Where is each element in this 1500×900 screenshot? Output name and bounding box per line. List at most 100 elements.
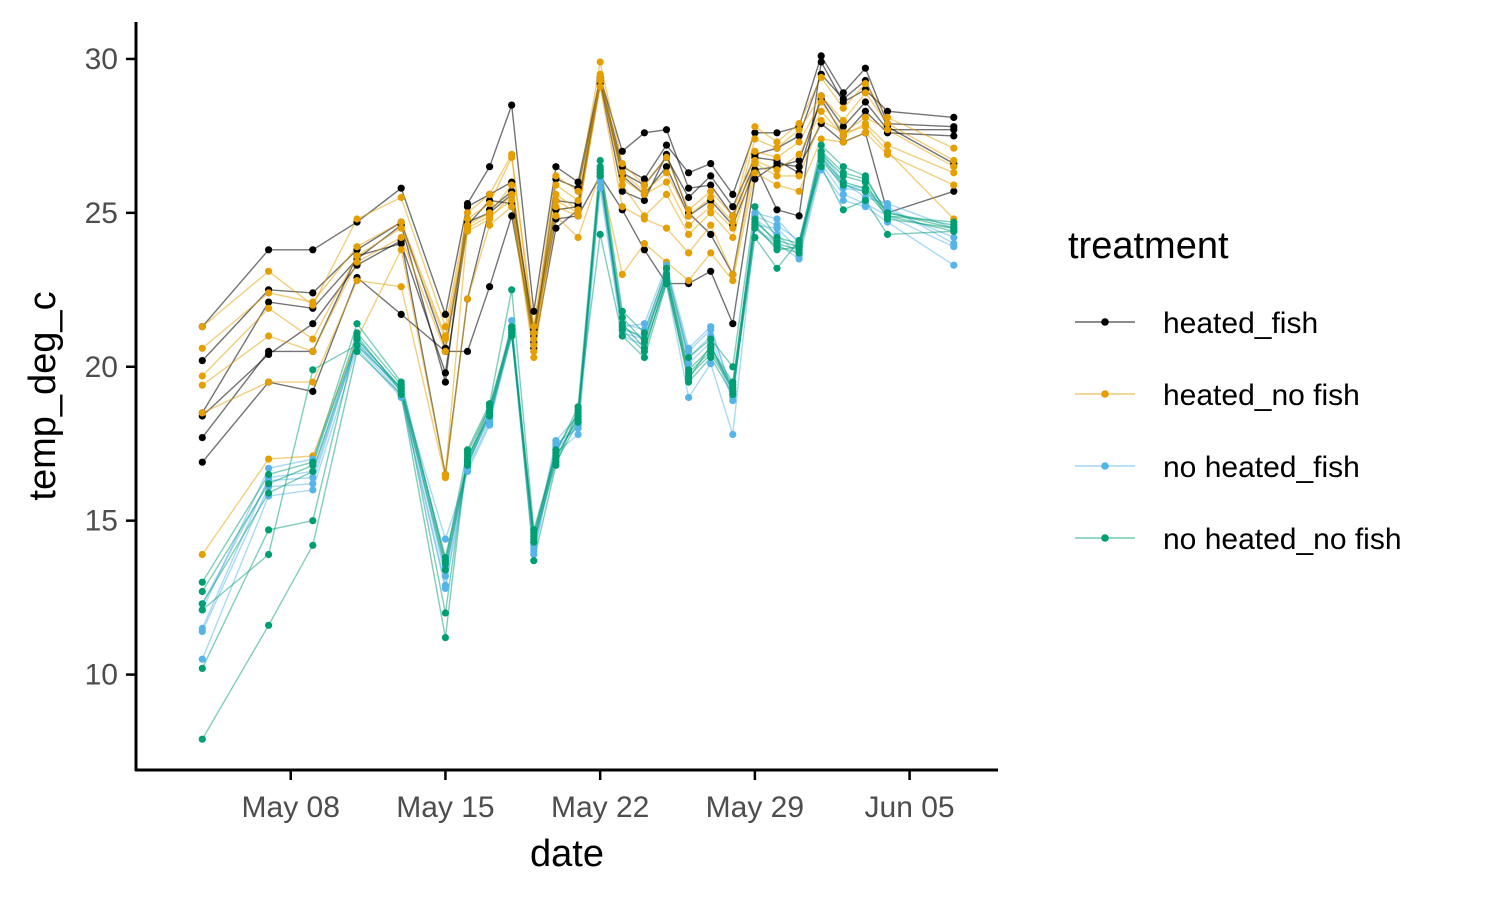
data-point (861, 80, 870, 88)
data-point (817, 73, 825, 81)
data-point (817, 116, 825, 125)
data-point (198, 458, 206, 466)
data-point (530, 557, 538, 565)
data-point (265, 464, 273, 472)
data-point (662, 153, 671, 161)
data-point (309, 467, 317, 475)
data-point (861, 107, 870, 115)
data-point (707, 160, 715, 168)
data-point (618, 160, 626, 168)
data-point (751, 175, 759, 183)
data-point (508, 212, 516, 220)
data-point (685, 369, 693, 377)
data-point (198, 323, 206, 331)
data-point (265, 304, 273, 312)
data-point (596, 166, 604, 174)
data-point (309, 541, 317, 549)
data-point (552, 190, 560, 198)
data-point (883, 107, 892, 115)
data-point (486, 283, 494, 291)
plot-lines (201, 54, 955, 740)
data-point (751, 135, 759, 143)
data-point (530, 329, 538, 337)
data-point (795, 237, 803, 245)
data-point (441, 566, 449, 574)
data-point (729, 270, 737, 278)
data-point (773, 221, 781, 229)
data-point (839, 196, 847, 205)
data-point (552, 212, 560, 220)
data-point (486, 403, 494, 411)
data-point (817, 163, 825, 171)
data-point (707, 249, 715, 257)
data-point (353, 277, 361, 285)
data-point (817, 150, 825, 158)
data-point (773, 264, 781, 272)
data-point (707, 341, 715, 349)
data-point (530, 529, 538, 537)
data-point (707, 230, 715, 238)
data-point (552, 181, 560, 189)
data-point (530, 307, 538, 315)
data-point (729, 397, 737, 405)
data-point (508, 203, 516, 211)
data-point (265, 470, 273, 479)
data-point (397, 224, 405, 232)
legend-key-point (1101, 462, 1109, 470)
data-point (773, 138, 781, 146)
data-point (552, 203, 560, 211)
data-point (685, 169, 693, 177)
data-point (729, 320, 737, 328)
data-point (618, 270, 626, 278)
data-point (707, 172, 715, 180)
data-point (530, 323, 538, 331)
data-point (795, 243, 803, 251)
data-point (486, 212, 494, 220)
data-point (950, 126, 958, 134)
y-ticks: 10 15 20 25 30 (85, 43, 136, 692)
data-point (751, 203, 759, 211)
data-point (463, 209, 472, 217)
data-point (265, 378, 273, 386)
data-point (441, 347, 449, 355)
data-point (353, 215, 361, 223)
x-tick-label: May 08 (242, 791, 340, 824)
data-point (883, 120, 892, 128)
data-point (707, 221, 715, 229)
data-point (463, 215, 472, 223)
data-point (729, 381, 737, 389)
data-point (353, 332, 361, 340)
data-point (729, 430, 737, 439)
data-point (198, 409, 206, 417)
data-point (309, 480, 317, 488)
data-point (861, 129, 870, 137)
data-point (773, 160, 781, 168)
data-point (707, 360, 715, 368)
data-point (441, 310, 449, 318)
data-point (640, 246, 649, 254)
data-point (640, 190, 649, 198)
data-point (662, 178, 671, 186)
data-point (618, 175, 626, 183)
data-point (883, 141, 892, 149)
data-point (552, 163, 560, 171)
data-point (463, 295, 472, 303)
data-point (265, 289, 273, 297)
data-point (861, 98, 870, 106)
data-point (751, 218, 759, 226)
legend-title: treatment (1068, 225, 1229, 267)
data-point (640, 320, 649, 328)
data-point (795, 132, 803, 140)
data-point (751, 129, 759, 137)
data-point (508, 190, 516, 198)
data-point (486, 190, 494, 198)
data-point (795, 150, 803, 158)
data-point (685, 193, 693, 202)
data-point (486, 200, 494, 208)
data-point (773, 153, 781, 161)
data-point (773, 237, 781, 245)
data-point (508, 101, 516, 109)
data-point (751, 160, 759, 168)
legend-label: heated_no fish (1163, 379, 1360, 412)
data-point (596, 76, 604, 85)
